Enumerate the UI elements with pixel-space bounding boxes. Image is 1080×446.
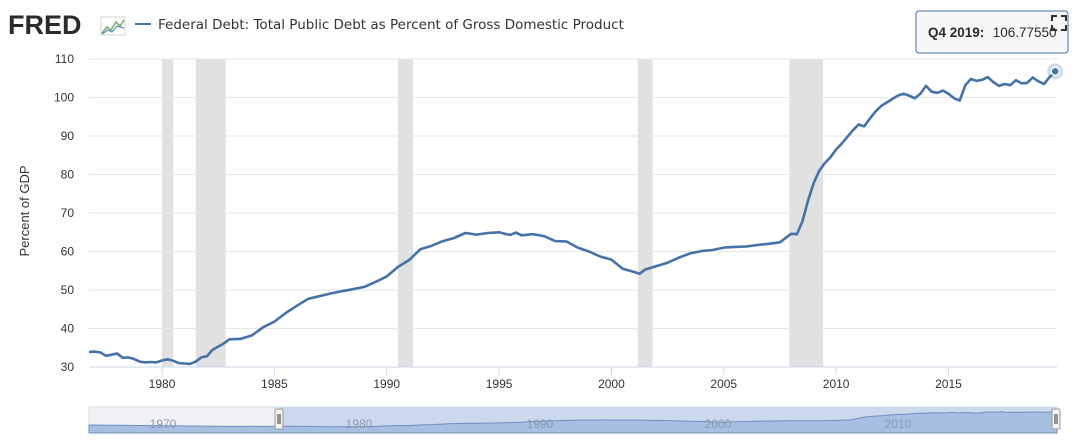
fred-logo-text[interactable]: FRED (8, 10, 82, 40)
x-tick-label: 1985 (261, 377, 288, 391)
hover-point[interactable] (1050, 66, 1060, 77)
y-tick-label: 80 (61, 168, 75, 182)
navigator-series-area (88, 411, 1058, 434)
x-tick-label: 2010 (823, 377, 850, 391)
y-tick-label: 40 (61, 322, 75, 336)
y-tick-label: 50 (61, 283, 75, 297)
expand-fullscreen-icon[interactable] (1050, 14, 1068, 32)
tooltip-value: 106.77550 (993, 25, 1057, 40)
x-tick-label: 2015 (935, 377, 962, 391)
y-tick-label: 100 (54, 91, 74, 105)
y-axis: 30 40 50 60 70 80 90 100 110 (54, 52, 74, 374)
navigator[interactable]: 1970 1980 1990 2000 2010 (88, 406, 1061, 434)
navigator-label: 2000 (705, 417, 732, 431)
y-axis-label: Percent of GDP (17, 165, 32, 256)
x-tick-label: 1990 (373, 377, 400, 391)
x-axis: 1980 1985 1990 1995 2000 2005 2010 2015 (149, 367, 962, 391)
y-tick-label: 30 (61, 360, 75, 374)
y-tick-label: 70 (61, 206, 75, 220)
x-tick-label: 1980 (149, 377, 176, 391)
tooltip-box (915, 10, 1069, 54)
series-line (88, 70, 1057, 366)
tooltip: Q4 2019: 106.77550 (915, 10, 1069, 54)
navigator-label: 2010 (885, 417, 912, 431)
x-tick-label: 2000 (598, 377, 625, 391)
navigator-right-handle[interactable] (1051, 408, 1061, 430)
y-tick-label: 90 (61, 129, 75, 143)
navigator-label: 1990 (527, 417, 554, 431)
y-tick-label: 110 (55, 52, 74, 66)
series-points (89, 71, 1055, 364)
tooltip-text: Q4 2019: 106.77550 (928, 24, 1057, 41)
navigator-label: 1970 (150, 417, 177, 431)
x-tick-label: 1995 (486, 377, 513, 391)
navigator-left-handle[interactable] (274, 408, 284, 430)
fred-logo-chart-icon (100, 16, 126, 36)
navigator-label: 1980 (346, 417, 373, 431)
y-tick-label: 60 (61, 245, 75, 259)
series-title: Federal Debt: Total Public Debt as Perce… (158, 17, 624, 33)
hover-marker (1047, 63, 1064, 80)
header: FRED Federal Debt: Total Public Debt as … (8, 10, 624, 40)
navigator-labels: 1970 1980 1990 2000 2010 (150, 417, 912, 431)
gridlines (89, 58, 1057, 329)
x-tick-label: 2005 (710, 377, 737, 391)
tooltip-period: Q4 2019: (928, 25, 984, 40)
